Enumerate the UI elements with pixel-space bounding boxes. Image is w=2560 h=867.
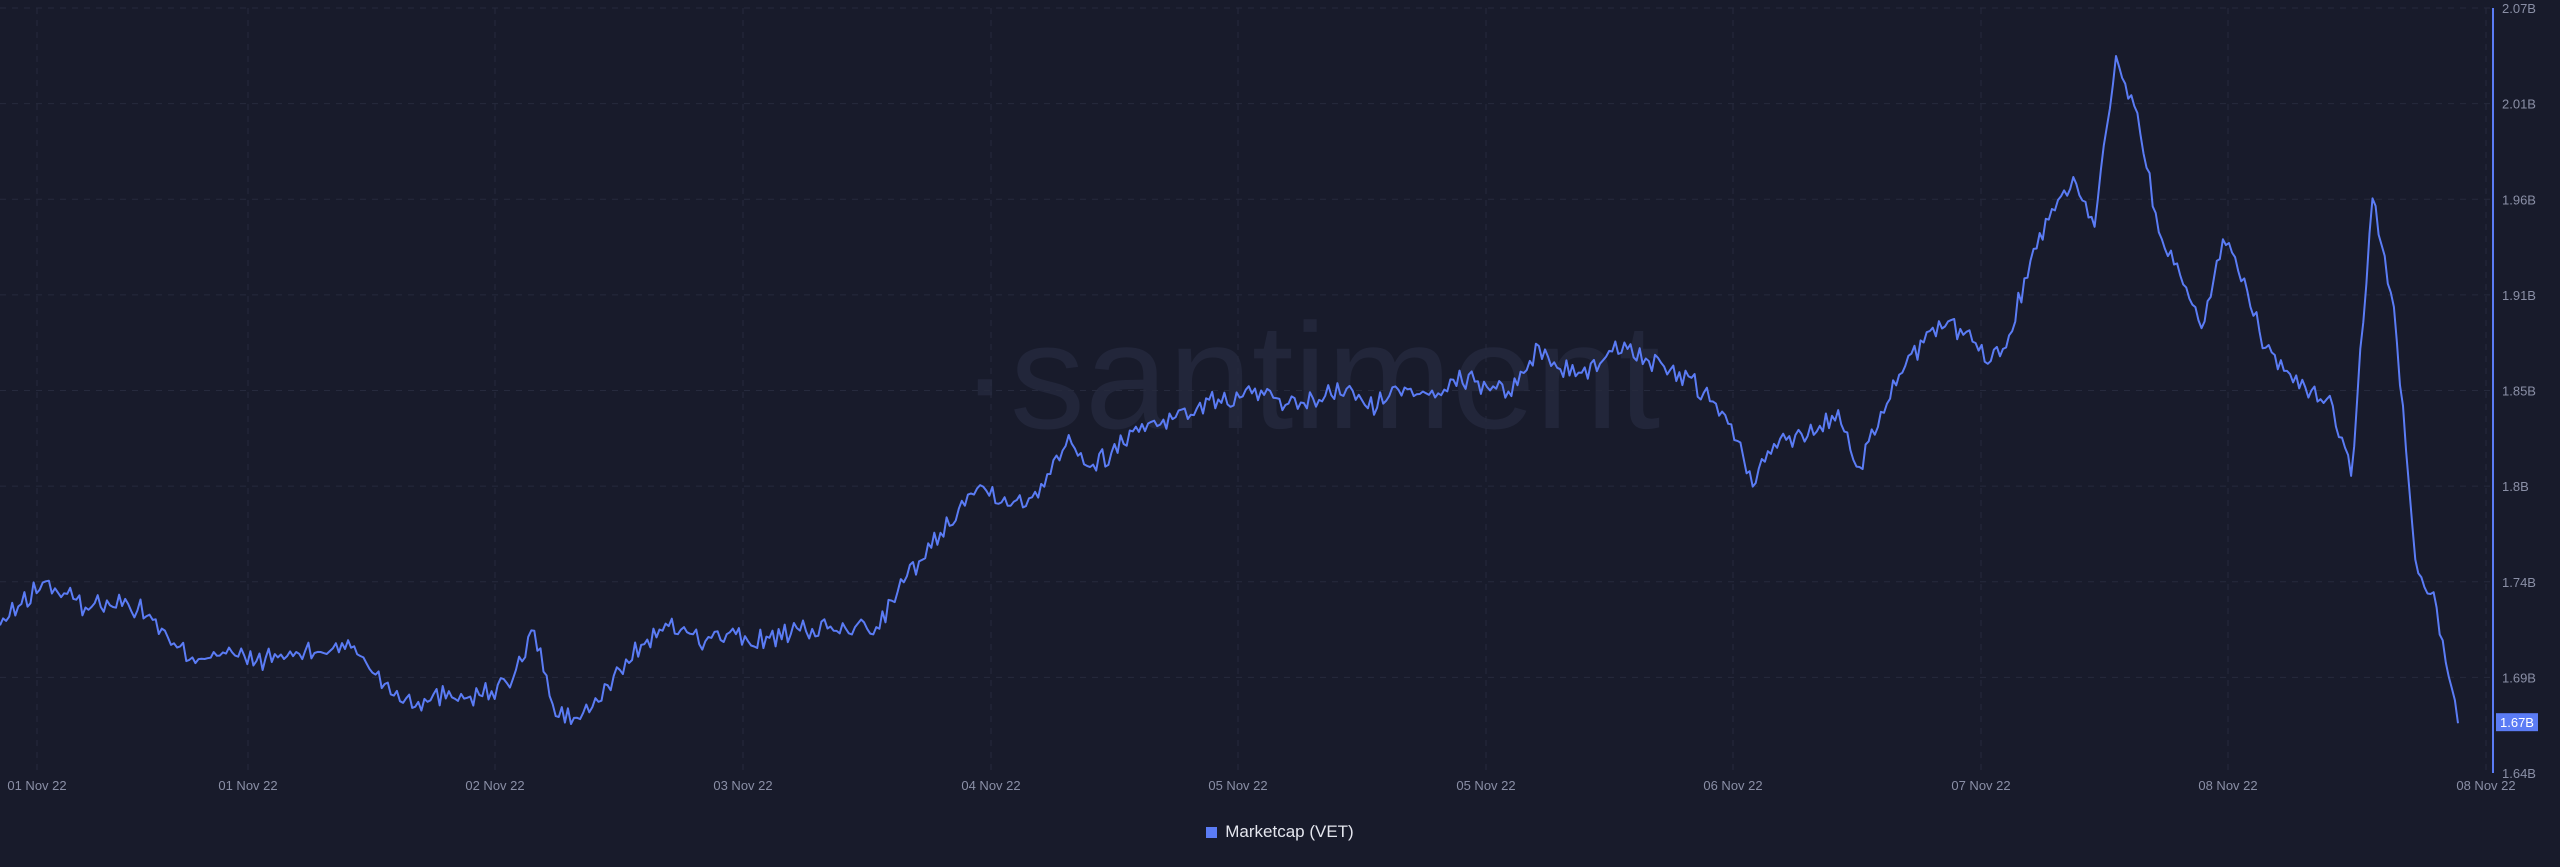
legend-label: Marketcap (VET) — [1225, 822, 1354, 841]
x-tick-label: 01 Nov 22 — [218, 778, 277, 793]
y-tick-label: 1.85B — [2502, 384, 2536, 399]
x-tick-label: 08 Nov 22 — [2456, 778, 2515, 793]
y-axis: 2.07B 2.01B 1.96B 1.91B 1.85B 1.8B 1.74B 1.69B 1… — [2502, 1, 2536, 781]
grid-layer — [0, 7, 2492, 773]
y-tick-label: 1.69B — [2502, 670, 2536, 685]
x-tick-label: 02 Nov 22 — [465, 778, 524, 793]
chart-legend[interactable]: Marketcap (VET) — [0, 822, 2560, 842]
last-value-badge-text: 1.67B — [2500, 715, 2534, 730]
y-tick-label: 1.8B — [2502, 479, 2529, 494]
y-tick-label: 2.07B — [2502, 1, 2536, 16]
x-tick-label: 05 Nov 22 — [1456, 778, 1515, 793]
x-tick-label: 07 Nov 22 — [1951, 778, 2010, 793]
x-tick-label: 08 Nov 22 — [2198, 778, 2257, 793]
y-tick-label: 1.64B — [2502, 766, 2536, 781]
watermark-text: ·santiment — [960, 292, 1660, 460]
y-tick-label: 1.91B — [2502, 288, 2536, 303]
x-axis: 01 Nov 22 01 Nov 22 02 Nov 22 03 Nov 22 04 N… — [7, 778, 2515, 793]
x-tick-label: 04 Nov 22 — [961, 778, 1020, 793]
y-tick-label: 2.01B — [2502, 97, 2536, 112]
y-tick-label: 1.96B — [2502, 192, 2536, 207]
y-tick-label: 1.74B — [2502, 575, 2536, 590]
legend-swatch-icon — [1206, 826, 1218, 838]
x-tick-label: 03 Nov 22 — [713, 778, 772, 793]
x-tick-label: 06 Nov 22 — [1703, 778, 1762, 793]
x-tick-label: 05 Nov 22 — [1208, 778, 1267, 793]
last-value-badge-bg — [2496, 713, 2538, 732]
marketcap-series-line — [0, 55, 2459, 725]
last-value-badge: 1.67B — [2496, 713, 2538, 732]
x-tick-label: 01 Nov 22 — [7, 778, 66, 793]
